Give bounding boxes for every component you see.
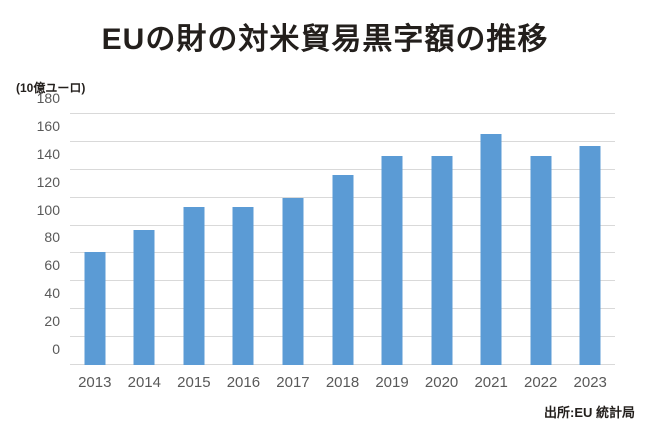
y-tick-label: 180 <box>36 90 60 106</box>
plot-area: 0 20 40 60 80 100 120 140 160 180 2013 2014 2015 201… <box>37 90 615 391</box>
x-tick-label: 2017 <box>276 374 310 391</box>
x-tick-label: 2014 <box>127 374 161 391</box>
y-tick-label: 40 <box>44 285 60 302</box>
x-tick-label: 2018 <box>325 374 360 391</box>
x-tick-label: 2016 <box>226 374 261 391</box>
bar-2021 <box>480 133 502 365</box>
x-tick-label: 2021 <box>474 374 508 391</box>
y-tick-label: 20 <box>44 313 60 330</box>
x-tick-label: 2013 <box>78 374 112 391</box>
x-tick-label: 2023 <box>573 374 607 391</box>
gridline <box>70 113 615 114</box>
bar-2016 <box>232 207 254 365</box>
bar-2013 <box>84 252 106 365</box>
y-tick-label: 60 <box>44 257 60 274</box>
x-tick-label: 2015 <box>177 374 211 391</box>
y-tick-label: 100 <box>36 201 60 218</box>
bar-2019 <box>381 155 403 365</box>
y-tick-label: 140 <box>36 145 60 162</box>
bar-2017 <box>282 197 304 365</box>
bar-2018 <box>332 175 353 365</box>
x-tick-label: 2022 <box>523 374 558 391</box>
y-tick-label: 160 <box>36 117 60 134</box>
x-tick-label: 2020 <box>424 374 459 391</box>
y-tick-label: 80 <box>44 229 60 246</box>
bar-2014 <box>133 229 155 365</box>
y-axis-unit-label: (10億ユーロ) <box>16 81 86 95</box>
x-tick-label: 2019 <box>375 374 409 391</box>
bar-2020 <box>431 155 453 365</box>
y-tick-label: 120 <box>36 173 60 190</box>
y-tick-label: 0 <box>52 341 60 357</box>
chart-title: EUの財の対米貿易黒字額の推移 <box>101 23 549 56</box>
gridline <box>70 168 615 170</box>
bar-2023 <box>579 146 601 365</box>
gridline <box>70 140 615 142</box>
bar-2022 <box>530 155 552 365</box>
source-note: 出所:EU 統計局 <box>543 405 635 420</box>
bar-2015 <box>183 207 205 365</box>
